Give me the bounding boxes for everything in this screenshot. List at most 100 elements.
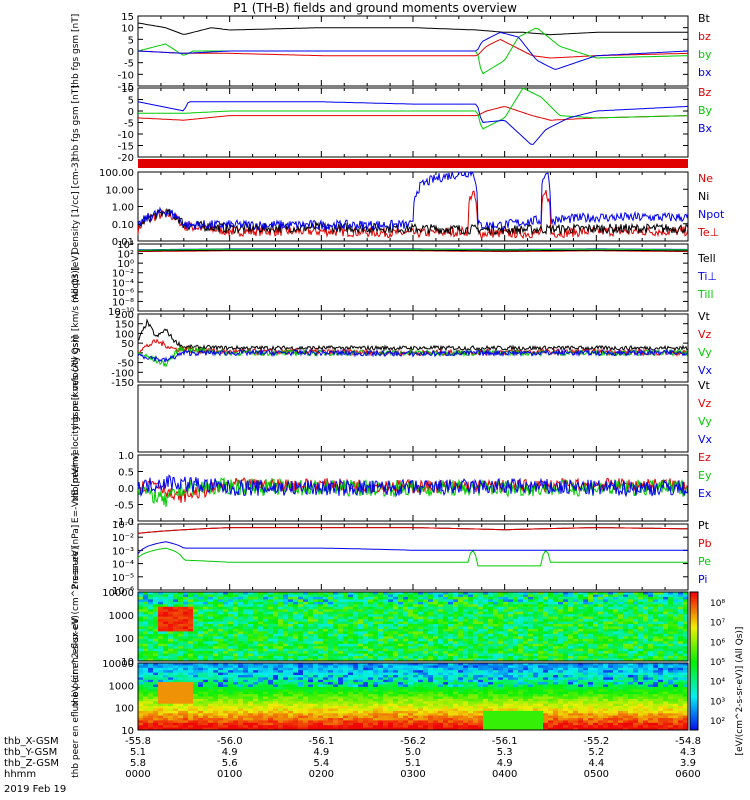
heatmap-cell [563,633,569,637]
heatmap-cell [248,624,254,627]
heatmap-cell [278,633,284,637]
heatmap-cell [228,599,234,603]
heatmap-cell [298,713,304,717]
heatmap-cell [518,611,524,615]
heatmap-cell [358,631,364,635]
heatmap-cell [353,599,359,603]
heatmap-cell [333,691,339,695]
heatmap-cell [253,708,259,712]
heatmap-cell [293,718,299,721]
heatmap-cell [168,691,174,695]
heatmap-cell [313,594,319,598]
heatmap-cell [518,609,524,613]
heatmap-cell [598,601,604,605]
heatmap-cell [503,648,509,652]
heatmap-cell [638,601,644,605]
heatmap-cell [273,715,279,719]
heatmap-cell [638,651,644,655]
heatmap-cell [243,621,249,625]
heatmap-cell [473,599,479,603]
heatmap-cell [468,636,474,640]
heatmap-cell [198,658,204,662]
heatmap-cell [293,663,299,666]
heatmap-cell [333,599,339,603]
heatmap-cell [413,656,419,660]
heatmap-cell [238,648,244,652]
heatmap-cell [608,636,614,640]
heatmap-cell [603,643,609,647]
heatmap-cell [313,629,319,632]
heatmap-cell [268,727,274,731]
heatmap-cell [598,592,604,595]
heatmap-cell [288,694,294,697]
heatmap-cell [383,611,389,615]
heatmap-cell [253,658,259,662]
heatmap-cell [303,667,309,671]
heatmap-cell [218,720,224,724]
heatmap-cell [478,606,484,610]
heatmap-cell [648,648,654,652]
heatmap-cell [363,656,369,660]
heatmap-cell [258,621,264,625]
heatmap-cell [623,646,629,650]
heatmap-cell [508,651,514,655]
heatmap-cell [278,706,284,709]
heatmap-cell [138,592,144,595]
heatmap-cell [633,611,639,615]
heatmap-cell [188,696,194,700]
heatmap-cell [213,715,219,719]
heatmap-cell [583,626,589,630]
heatmap-cell [278,651,284,655]
heatmap-cell [213,722,219,726]
heatmap-cell [303,713,309,717]
heatmap-cell [378,633,384,637]
heatmap-cell [328,592,334,595]
heatmap-cell [528,629,534,632]
heatmap-cell [593,651,599,655]
heatmap-cell [158,609,164,613]
heatmap-cell [233,670,239,674]
heatmap-cell [323,626,329,630]
heatmap-cell [298,641,304,645]
heatmap-cell [438,633,444,637]
heatmap-cell [228,641,234,645]
heatmap-cell [558,621,564,625]
heatmap-cell [463,636,469,640]
heatmap-cell [453,629,459,632]
heatmap-cell [358,658,364,662]
heatmap-cell [473,636,479,640]
heatmap-cell [218,710,224,714]
heatmap-cell [283,604,289,608]
heatmap-cell [198,611,204,615]
heatmap-cell [323,682,329,685]
heatmap-cell [183,646,189,650]
heatmap-cell [253,653,259,657]
heatmap-cell [408,626,414,630]
y-tick-label-4-7: -150 [111,378,134,389]
heatmap-cell [183,715,189,719]
heatmap-cell [378,601,384,605]
heatmap-cell [283,611,289,615]
heatmap-cell [193,727,199,731]
heatmap-cell [673,596,679,600]
heatmap-cell [343,727,349,731]
heatmap-cell [418,621,424,625]
heatmap-cell [628,601,634,605]
heatmap-cell [608,596,614,600]
heatmap-cell [248,648,254,652]
heatmap-cell [553,594,559,598]
heatmap-cell [313,656,319,660]
heatmap-cell [208,638,214,642]
heatmap-cell [333,722,339,726]
heatmap-cell [178,694,184,697]
heatmap-cell [353,621,359,625]
heatmap-cell [213,648,219,652]
heatmap-cell [158,629,164,632]
heatmap-cell [348,633,354,637]
heatmap-cell [138,643,144,647]
heatmap-cell [598,648,604,652]
heatmap-cell [253,677,259,681]
heatmap-cell [478,629,484,632]
heatmap-cell [153,720,159,724]
heatmap-cell [203,696,209,700]
